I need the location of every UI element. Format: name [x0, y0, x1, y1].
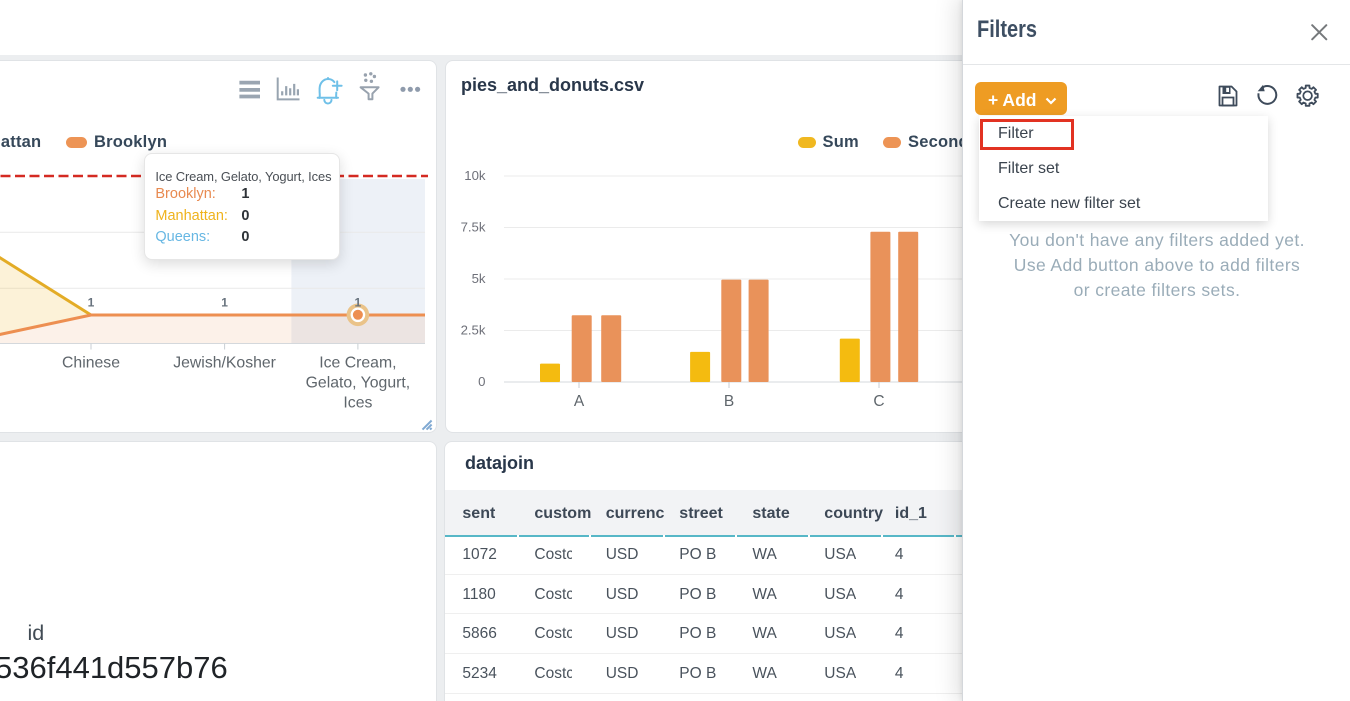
svg-text:1: 1	[355, 296, 362, 310]
svg-text:2.5k: 2.5k	[461, 323, 486, 338]
svg-text:7.5k: 7.5k	[461, 220, 486, 235]
svg-text:Gelato, Yogurt,: Gelato, Yogurt,	[306, 375, 411, 392]
svg-text:Jewish/Kosher: Jewish/Kosher	[173, 355, 276, 372]
svg-text:B: B	[724, 393, 734, 410]
svg-text:1: 1	[221, 296, 228, 310]
svg-text:Chinese: Chinese	[62, 355, 120, 372]
svg-text:Ices: Ices	[343, 395, 372, 412]
svg-text:5k: 5k	[472, 271, 486, 286]
svg-text:10k: 10k	[464, 168, 486, 183]
svg-text:A: A	[574, 393, 585, 410]
svg-text:0: 0	[478, 374, 485, 389]
svg-text:1: 1	[88, 296, 95, 310]
svg-text:Ice Cream,: Ice Cream,	[319, 355, 396, 372]
svg-text:C: C	[873, 393, 884, 410]
